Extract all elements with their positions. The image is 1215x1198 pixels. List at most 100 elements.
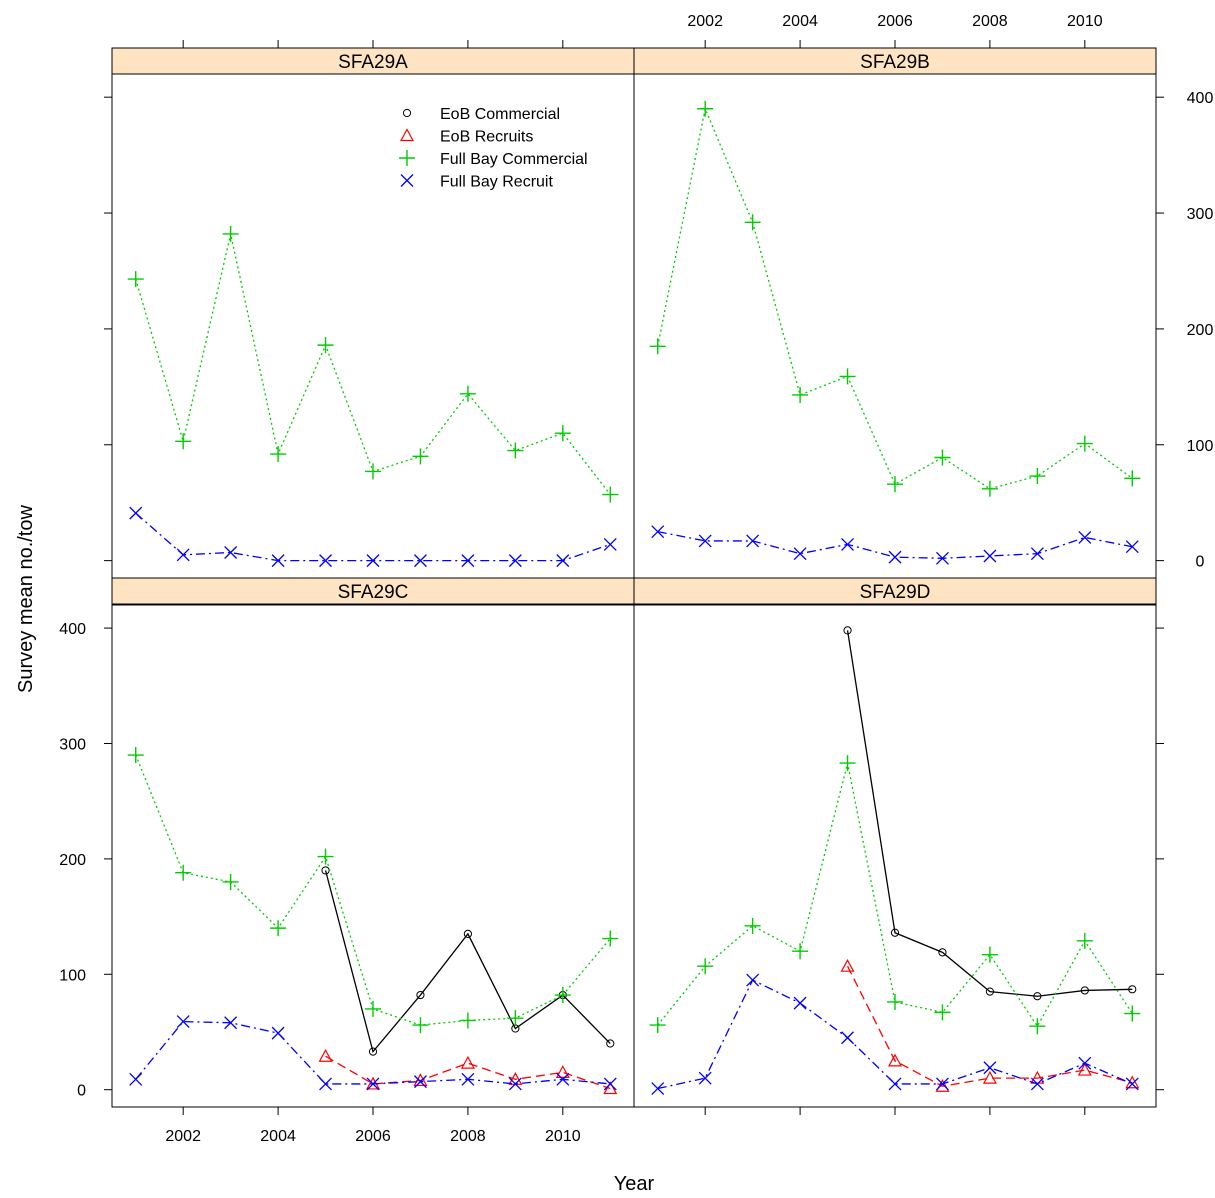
- data-point: [461, 554, 475, 568]
- data-point: [222, 873, 239, 890]
- data-point: [602, 486, 619, 503]
- data-point: [555, 1065, 570, 1078]
- y-tick-label: 100: [59, 967, 86, 984]
- data-point: [127, 747, 144, 764]
- panel-strip: [111, 47, 635, 75]
- data-point: [887, 993, 903, 1010]
- data-point: [176, 548, 190, 562]
- panel-sfa29d: SFA29D: [633, 577, 1157, 1108]
- x-tick-label: 2006: [877, 13, 913, 30]
- data-point: [603, 1081, 618, 1095]
- data-point: [1125, 1077, 1139, 1091]
- data-point: [1033, 992, 1042, 1001]
- legend-label: Full Bay Commercial: [440, 151, 588, 168]
- series-line: [135, 233, 611, 495]
- data-point: [270, 920, 287, 937]
- data-point: [556, 554, 570, 568]
- data-point: [888, 1077, 902, 1091]
- series-fb-com: [127, 225, 619, 503]
- legend-label: Full Bay Recruit: [440, 174, 553, 191]
- x-tick-label: 2008: [450, 1128, 486, 1145]
- data-point: [318, 1048, 333, 1062]
- legend-entry-eob-rec: EoB Recruits: [399, 128, 533, 146]
- data-point: [412, 448, 429, 465]
- data-point: [938, 948, 947, 957]
- legend-marker: [399, 128, 415, 142]
- legend-marker: [402, 108, 412, 118]
- data-point: [935, 551, 949, 565]
- data-point: [1125, 540, 1139, 554]
- panel-frame: [633, 73, 1157, 579]
- data-point: [840, 958, 855, 972]
- data-point: [1077, 1062, 1092, 1076]
- data-point: [744, 917, 761, 934]
- data-point: [222, 225, 239, 242]
- data-point: [459, 1012, 476, 1029]
- data-point: [413, 1075, 427, 1089]
- data-point: [1078, 1056, 1092, 1070]
- data-point: [1124, 1005, 1141, 1022]
- data-point: [175, 433, 192, 450]
- y-tick-label: 400: [1187, 90, 1214, 107]
- x-tick-label: 2002: [165, 1128, 201, 1145]
- x-tick-label: 2002: [687, 13, 723, 30]
- data-point: [793, 547, 807, 561]
- data-point: [554, 987, 571, 1004]
- data-point: [888, 550, 902, 564]
- legend-label: EoB Commercial: [440, 106, 560, 123]
- data-point: [1078, 530, 1092, 544]
- data-point: [839, 755, 856, 772]
- data-point: [603, 537, 617, 551]
- data-point: [416, 990, 425, 1000]
- panel-strip: [633, 577, 1157, 605]
- data-point: [606, 1039, 615, 1048]
- x-axis-title: Year: [614, 1173, 655, 1195]
- data-point: [1128, 985, 1137, 994]
- data-point: [843, 626, 852, 635]
- x-tick-label: 2006: [355, 1128, 391, 1145]
- data-point: [271, 1026, 285, 1040]
- data-point: [224, 546, 238, 559]
- data-point: [887, 476, 903, 493]
- legend-entry-eob-com: EoB Commercial: [402, 106, 560, 123]
- panel-strip-label: SFA29B: [860, 52, 930, 73]
- data-point: [651, 1082, 665, 1095]
- data-point: [319, 554, 333, 568]
- series-fb-rec: [651, 525, 1139, 565]
- data-point: [698, 534, 712, 548]
- x-tick-label: 2010: [1067, 13, 1103, 30]
- data-point: [1030, 1077, 1044, 1091]
- data-point: [983, 1061, 997, 1075]
- data-point: [319, 1077, 333, 1091]
- data-point: [697, 100, 714, 117]
- data-point: [746, 973, 760, 987]
- panel-sfa29c: SFA29C: [111, 577, 635, 1108]
- data-point: [270, 446, 287, 463]
- series-fb-rec: [651, 973, 1139, 1095]
- data-point: [792, 943, 809, 960]
- data-point: [841, 537, 855, 551]
- y-tick-label: 400: [59, 621, 86, 638]
- data-point: [1030, 547, 1044, 561]
- series-eob-rec: [840, 958, 1140, 1092]
- series-fb-com: [649, 100, 1141, 497]
- data-point: [698, 1071, 712, 1085]
- x-tick-label: 2004: [260, 1128, 296, 1145]
- data-point: [982, 1070, 997, 1084]
- panel-sfa29b: SFA29B: [633, 47, 1157, 579]
- panel-frame: [633, 604, 1157, 1108]
- x-tick-label: 2004: [782, 13, 818, 30]
- data-point: [317, 337, 334, 354]
- data-point: [508, 1077, 522, 1091]
- data-point: [129, 1072, 143, 1086]
- series-line: [657, 762, 1133, 1028]
- data-point: [507, 1010, 524, 1027]
- y-axis-title: Survey mean no./tow: [15, 505, 37, 693]
- data-point: [556, 1072, 570, 1086]
- axes-layer: 2002 2002 2004 2004 2006 2006 2008 2008 2010 2010…: [59, 13, 1213, 1145]
- data-point: [1124, 470, 1141, 487]
- data-point: [1076, 435, 1093, 452]
- data-point: [602, 930, 619, 947]
- panel-strip-label: SFA29D: [860, 582, 931, 603]
